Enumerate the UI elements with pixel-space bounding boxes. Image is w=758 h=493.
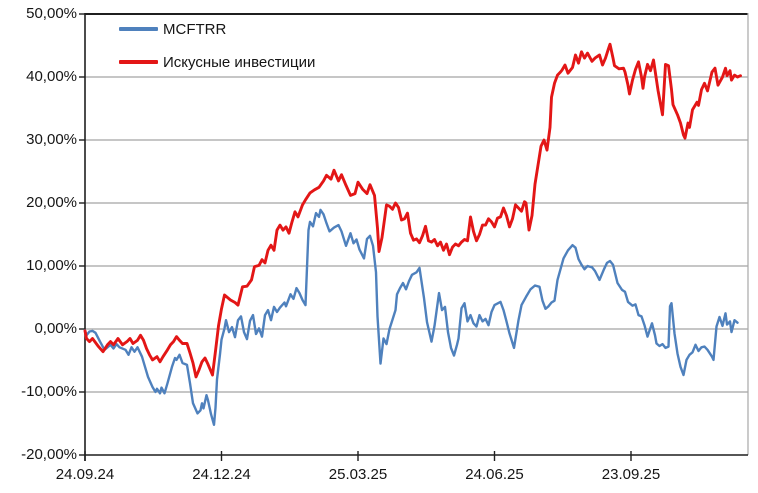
legend-label-mcftrr: MCFTRR bbox=[163, 20, 227, 38]
y-axis-tick-label: 40,00% bbox=[26, 68, 77, 85]
series-line-iskusnye-investicii bbox=[83, 42, 742, 379]
x-axis-tick-label: 24.06.25 bbox=[465, 466, 524, 483]
y-axis-tick-label: 0,00% bbox=[34, 320, 77, 337]
legend-item-iskusnye-investicii: Искусные инвестиции bbox=[119, 53, 315, 71]
series-line-mcftrr bbox=[83, 208, 739, 426]
legend-line-sample-mcftrr bbox=[119, 27, 158, 31]
y-axis-tick-label: 10,00% bbox=[26, 257, 77, 274]
y-axis-tick-label: 20,00% bbox=[26, 194, 77, 211]
legend-label-iskusnye-investicii: Искусные инвестиции bbox=[163, 53, 316, 71]
y-axis-tick-label: 30,00% bbox=[26, 131, 77, 148]
x-axis-tick-label: 23.09.25 bbox=[601, 466, 661, 483]
legend-item-mcftrr: MCFTRR bbox=[119, 20, 315, 38]
y-axis-tick-label: -10,00% bbox=[21, 383, 77, 400]
y-axis-tick-label: 50,00% bbox=[26, 5, 77, 22]
x-axis-tick-label: 25.03.25 bbox=[328, 466, 388, 483]
x-axis-tick-label: 24.12.24 bbox=[192, 466, 251, 483]
legend: MCFTRR Искусные инвестиции bbox=[119, 20, 315, 86]
x-axis-tick-label: 24.09.24 bbox=[55, 466, 115, 483]
y-axis-tick-label: -20,00% bbox=[21, 446, 77, 463]
legend-line-sample-iskusnye-investicii bbox=[119, 59, 158, 65]
